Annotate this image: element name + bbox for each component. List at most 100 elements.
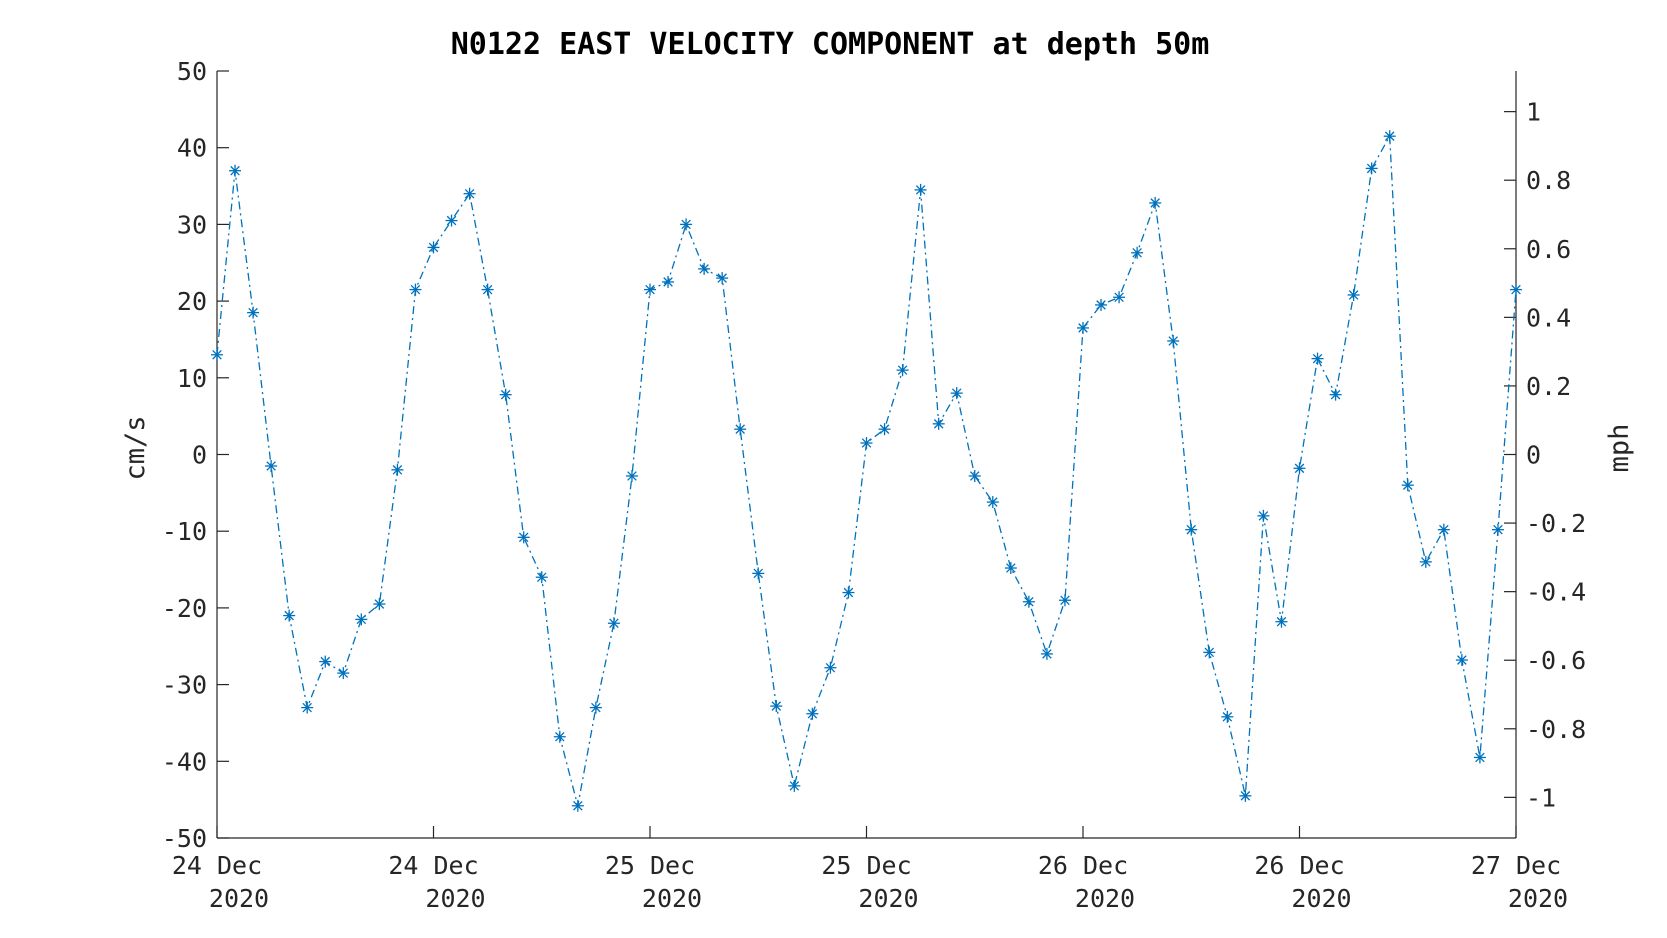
data-point	[535, 571, 548, 584]
y2-tick-label: 1	[1526, 98, 1541, 127]
chart-title: N0122 EAST VELOCITY COMPONENT at depth 5…	[451, 27, 1210, 62]
data-point	[680, 218, 693, 231]
data-point	[770, 700, 783, 713]
data-point	[481, 283, 494, 296]
y-tick-label: -50	[162, 824, 207, 853]
y-axis-left-label: cm/s	[120, 415, 151, 480]
y-tick-label: 40	[177, 134, 207, 163]
data-point	[265, 460, 278, 473]
data-point	[1383, 130, 1396, 143]
data-point	[337, 667, 350, 680]
x-tick-label: 27 Dec 2020	[1471, 851, 1568, 913]
y-axis-left-ticks: 50 40 30 20 10 0 -10 -20 -30 -40 -50	[162, 57, 229, 853]
series-line	[216, 133, 1517, 806]
data-point	[1311, 352, 1324, 365]
plot-axes	[216, 71, 1517, 839]
data-point	[1275, 615, 1288, 628]
data-point	[896, 364, 909, 377]
data-point	[662, 275, 675, 288]
data-point	[1077, 321, 1089, 334]
data-point	[1293, 462, 1306, 475]
data-point	[445, 214, 458, 227]
x-tick-label: 26 Dec 2020	[1254, 851, 1351, 913]
data-point	[1203, 646, 1216, 659]
data-point	[932, 417, 945, 430]
data-point	[644, 283, 656, 296]
data-point	[463, 187, 476, 200]
y-tick-label: 20	[177, 287, 207, 316]
data-point	[301, 701, 314, 714]
data-point	[1022, 595, 1035, 608]
y-tick-label: -10	[162, 517, 207, 546]
data-point	[968, 469, 981, 482]
y-axis-right-ticks: 1 0.8 0.6 0.4 0.2 0 -0.2 -0.4 -0.6 -0.8 -1	[1504, 98, 1586, 812]
data-point	[716, 272, 729, 285]
data-point	[860, 436, 873, 449]
data-point	[391, 463, 404, 476]
x-tick-label: 24 Dec 2020	[388, 851, 485, 913]
y2-tick-label: 0.8	[1526, 166, 1571, 195]
y-tick-label: -30	[162, 671, 207, 700]
data-point	[1347, 288, 1360, 301]
data-point	[1185, 523, 1198, 536]
data-point	[1113, 291, 1126, 304]
y2-tick-label: -0.2	[1526, 509, 1586, 538]
y-tick-label: 50	[177, 57, 207, 86]
series-east-velocity	[211, 130, 1522, 812]
x-axis-ticks: 24 Dec 2020 24 Dec 2020 25 Dec 2020 25 Dec 2020…	[172, 826, 1568, 913]
data-point	[409, 283, 422, 296]
y2-tick-label: 0	[1526, 441, 1541, 470]
data-point	[734, 423, 747, 436]
data-point	[283, 609, 296, 622]
data-point	[1149, 196, 1162, 209]
data-point	[1167, 334, 1180, 347]
data-point	[1419, 555, 1432, 568]
data-point	[1401, 479, 1414, 492]
x-tick-label: 26 Dec 2020	[1038, 851, 1135, 913]
data-point	[788, 779, 801, 792]
data-point	[571, 799, 584, 812]
x-tick-label: 25 Dec 2020	[821, 851, 918, 913]
data-point	[842, 586, 855, 599]
data-point	[950, 387, 963, 400]
data-point	[499, 388, 512, 401]
data-point	[806, 707, 819, 720]
data-point	[1040, 647, 1053, 660]
data-point	[824, 661, 837, 674]
data-point	[752, 567, 765, 580]
data-point	[1437, 523, 1450, 536]
y-tick-label: 0	[192, 441, 207, 470]
data-point	[427, 241, 440, 254]
data-point	[878, 423, 891, 436]
y-tick-label: 30	[177, 210, 207, 239]
data-point	[986, 496, 999, 509]
x-tick-label: 25 Dec 2020	[605, 851, 702, 913]
data-point	[517, 531, 530, 544]
data-point	[698, 262, 711, 275]
x-tick-label: 24 Dec 2020	[172, 851, 269, 913]
data-point	[1131, 246, 1144, 259]
data-point	[589, 701, 602, 714]
data-point	[607, 617, 620, 630]
y2-tick-label: 0.2	[1526, 372, 1571, 401]
data-point	[1329, 388, 1342, 401]
y-tick-label: -40	[162, 747, 207, 776]
y-tick-label: 10	[177, 364, 207, 393]
data-point	[355, 613, 368, 626]
data-point	[553, 730, 566, 743]
data-point	[914, 183, 927, 196]
data-point	[1455, 654, 1468, 667]
y2-tick-label: 0.4	[1526, 303, 1571, 332]
data-point	[1491, 523, 1504, 536]
y-axis-right-label: mph	[1604, 424, 1635, 473]
data-point	[1473, 751, 1486, 764]
data-point	[1257, 509, 1270, 522]
data-point	[247, 306, 260, 319]
data-point	[373, 598, 386, 611]
data-point	[1221, 710, 1234, 723]
y2-tick-label: 0.6	[1526, 235, 1571, 264]
data-point	[1365, 162, 1378, 175]
data-point	[1058, 594, 1071, 607]
y2-tick-label: -0.4	[1526, 578, 1586, 607]
